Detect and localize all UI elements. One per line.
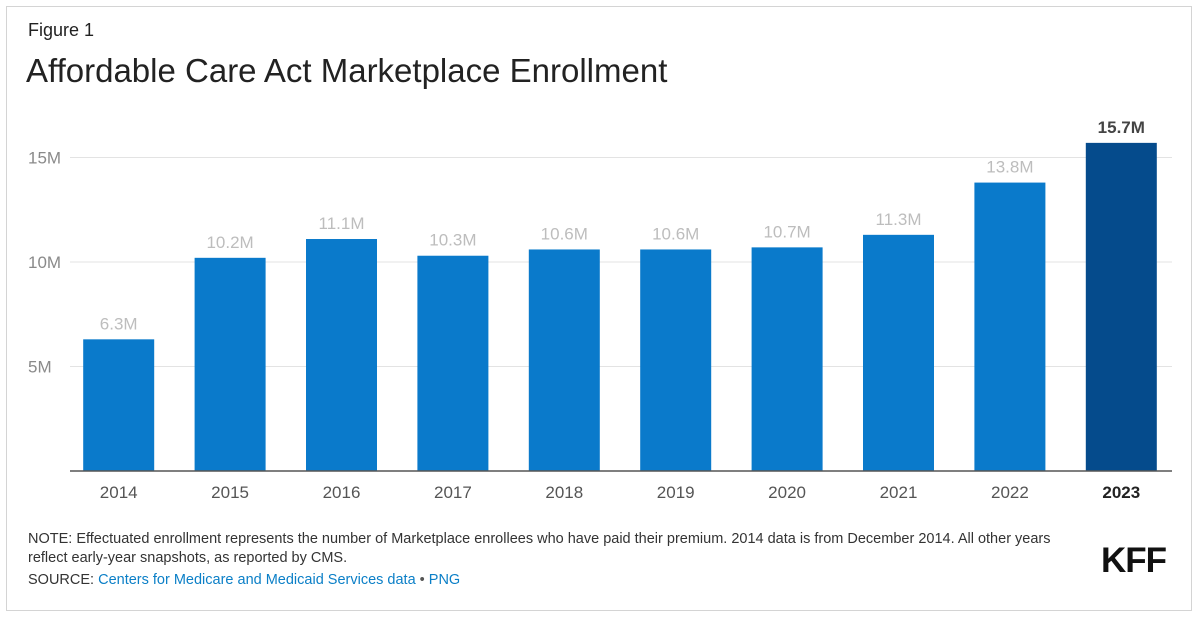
y-tick-label: 10M	[28, 253, 61, 272]
bar	[974, 182, 1046, 471]
x-tick-label: 2017	[434, 483, 472, 502]
x-tick-label: 2014	[100, 483, 138, 502]
kff-logo: KFF	[1101, 541, 1167, 580]
x-tick-label: 2020	[768, 483, 806, 502]
data-label: 11.1M	[319, 214, 365, 233]
data-label: 13.8M	[986, 158, 1033, 177]
bar	[1085, 142, 1157, 471]
x-tick-label: 2018	[545, 483, 583, 502]
bar	[194, 257, 266, 471]
x-tick-label: 2021	[880, 483, 918, 502]
source-prefix: SOURCE:	[28, 572, 99, 588]
x-tick-label: 2022	[991, 483, 1029, 502]
bar	[83, 339, 155, 471]
source-link[interactable]: Centers for Medicare and Medicaid Servic…	[98, 572, 416, 588]
bar	[640, 249, 712, 471]
data-label: 10.7M	[763, 222, 810, 241]
data-label: 10.6M	[541, 224, 588, 243]
data-label: 6.3M	[100, 314, 138, 333]
bar	[417, 255, 489, 471]
bar	[306, 239, 377, 471]
chart-source: SOURCE: Centers for Medicare and Medicai…	[28, 572, 460, 588]
chart-title: Affordable Care Act Marketplace Enrollme…	[26, 52, 668, 89]
data-label: 10.3M	[429, 231, 476, 250]
x-tick-label: 2016	[323, 483, 361, 502]
y-tick-label: 5M	[28, 358, 52, 377]
y-tick-label: 15M	[28, 149, 61, 168]
bar-chart: 5M 10M 15M 6.3M 2014 10.2M 2015 11.1M 2016 10.3M 2…	[28, 118, 1172, 502]
x-tick-label: 2023	[1102, 483, 1140, 502]
chart-note: NOTE: Effectuated enrollment represents …	[28, 531, 1051, 566]
x-tick-label: 2019	[657, 483, 695, 502]
bar	[863, 234, 934, 471]
x-tick-label: 2015	[211, 483, 249, 502]
png-link[interactable]: PNG	[428, 572, 461, 588]
data-label: 10.6M	[652, 224, 699, 243]
bar	[751, 247, 823, 471]
data-label: 15.7M	[1098, 118, 1145, 137]
data-label: 10.2M	[206, 233, 253, 252]
data-label: 11.3M	[876, 210, 922, 229]
bar	[528, 249, 600, 471]
figure-label: Figure 1	[28, 20, 95, 40]
source-separator: •	[415, 572, 429, 588]
